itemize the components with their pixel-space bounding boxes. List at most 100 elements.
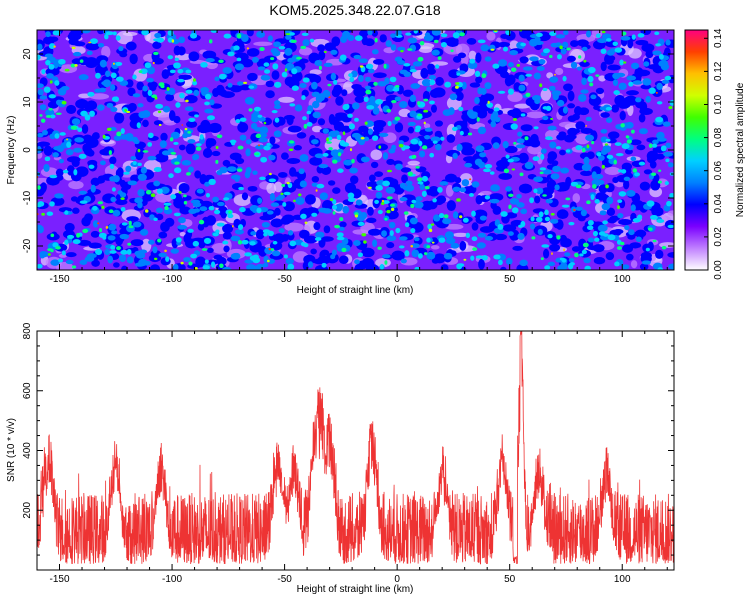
spectrogram-cell [111,230,118,235]
spectrogram-cell [132,161,137,166]
spectrogram-cell [354,35,363,41]
colorbar-tick-label: 0.12 [713,61,724,81]
spectrogram-cell [58,58,66,65]
spectrogram-cell [234,52,245,58]
spectrogram-cell [403,63,411,67]
spectrogram-cell [525,92,531,97]
colorbar-ticks: 0.00 0.02 0.04 0.06 0.08 0.10 0.12 0.14 [704,28,724,280]
spectrogram-cell [569,262,576,266]
spectrogram-cell [136,122,141,129]
spectrogram-cell [296,132,307,139]
spectrogram-cell [97,104,105,111]
spectrogram-cell [432,140,438,144]
spectrogram-cell [619,126,627,131]
spectrogram-cell [404,222,410,228]
spectrogram-cell [52,242,59,248]
spectrogram-cell [446,134,456,143]
spectrogram-cell [635,236,642,243]
spectrogram-cell [474,158,483,166]
spectrogram-cell [95,72,101,79]
spectrogram-cell [599,210,607,216]
spectrogram-cell [236,81,244,86]
spectrogram-cell [461,179,470,187]
spectrogram-cell [83,146,93,156]
spectrogram-cell [72,207,80,214]
spectrogram-cell [456,143,463,152]
spectrogram-cell [55,168,64,177]
spectrogram-cell [342,131,346,136]
spectrogram-cell [79,59,84,63]
spectrogram-cell [431,241,435,244]
spectrogram-cell [119,179,126,188]
spectrogram-cell [233,45,240,51]
spectrogram-cell [192,154,198,161]
spectrogram-cell [601,30,606,34]
spectrogram-cell [484,56,492,62]
spectrogram-cell [623,61,627,64]
spectrogram-cell [280,216,291,225]
spectrogram-cell [179,92,185,99]
spectrogram-cell [592,244,605,253]
spectrogram-cell [52,152,59,158]
spectrogram-cell [439,181,449,186]
spectrogram-cell [155,213,164,221]
spectrogram-cell [437,56,442,60]
spectrogram-cell [87,91,95,97]
spectrogram-cell [600,136,608,143]
spectrogram-cell [272,240,278,245]
spectrogram-cell [381,230,387,237]
spectrogram-cell [291,85,299,91]
spectrogram-cell [375,191,383,199]
spectrogram-cell [351,83,362,90]
spectrogram-cell [121,265,128,270]
spectrogram-cell [489,171,495,175]
spectrogram-cell [432,198,437,203]
spectrogram-cell [632,80,643,85]
spectrogram-cell [626,139,632,144]
spectrogram-cell [127,180,138,186]
spectrogram-cell [222,67,233,74]
spectrogram-cell [137,148,141,153]
spectrogram-cell [128,102,137,112]
spectrogram-cell [181,160,192,166]
spectrogram-cell [204,93,212,100]
spectrogram-cell [469,193,474,197]
spectrogram-cell [352,102,360,110]
spectrogram-cell [400,167,412,173]
spectrogram-cell [386,196,393,200]
spectrogram-cell [623,176,631,182]
spectrogram-cell [417,113,423,117]
spectrogram-cell [430,136,441,143]
spectrogram-cell [116,131,122,137]
spectrogram-cell [421,190,427,197]
spectrogram-cell [209,99,215,106]
spectrogram-cell [486,102,494,108]
spectrogram-cell [372,58,385,65]
spectrogram-cell [455,82,460,85]
spectrogram-cell [293,199,296,203]
spectrogram-cell [626,75,637,81]
spectrogram-cell [326,141,332,144]
spectrogram-cell [544,265,551,270]
spectrogram-cell [620,241,625,246]
spectrogram-cell [283,254,288,259]
spectrogram-cell [307,261,314,269]
spectrogram-cell [530,216,535,222]
spectrogram-cell [288,148,294,152]
spectrogram-cell [311,81,318,90]
spectrogram-cell [318,207,328,213]
spectrogram-cell [532,208,546,214]
spectrogram-cell [165,93,175,102]
spectrogram-cell [197,124,211,134]
spectrogram-cell [529,56,539,62]
spectrogram-cell [137,173,147,181]
spectrogram-cell [641,43,655,52]
spectrogram-cell [423,121,426,125]
spectrogram-cell [375,258,391,268]
spectrogram-cell [329,197,334,202]
spectrogram-cell [55,246,61,250]
spectrogram-cell [477,39,486,44]
spectrogram-cell [354,263,364,270]
spectrogram-cell [40,251,49,258]
spectrogram-cell [564,136,575,143]
